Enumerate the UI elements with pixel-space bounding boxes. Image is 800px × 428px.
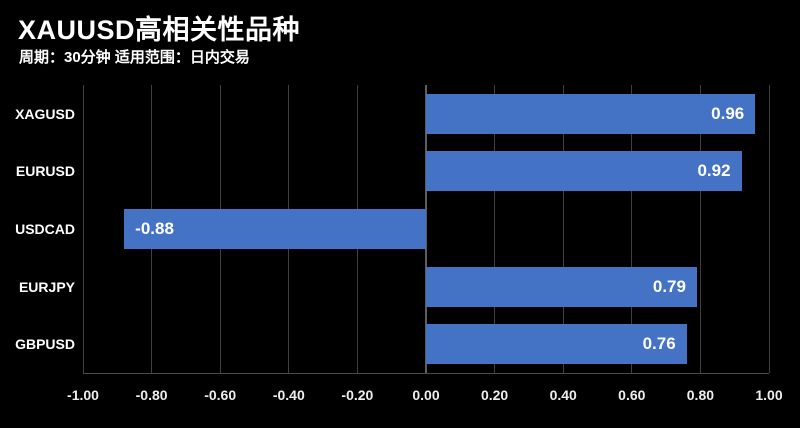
x-tick-label: 0.00 [412,387,440,403]
bar-value-label: 0.96 [711,103,745,123]
category-label-usdcad: USDCAD [15,221,75,237]
x-tick-label: -0.60 [204,387,237,403]
bar-value-label: -0.88 [135,219,174,238]
gridline [82,85,84,373]
plot-area: 0.96 0.92 -0.88 0.79 0.76 [82,85,770,374]
bar-eurusd: 0.92 [426,151,742,192]
gridline [631,85,633,373]
chart-title: XAUUSD高相关性品种 [18,15,301,45]
gridline [562,85,564,373]
gridline [494,85,496,373]
x-axis-line [83,373,769,374]
bar-value-label: 0.76 [642,334,676,354]
zero-axis-line [425,85,427,373]
x-tick-label: 0.60 [618,387,646,403]
category-label-eurusd: EURUSD [15,163,75,180]
category-label-gbpusd: GBPUSD [15,336,75,353]
x-tick-label: -0.20 [341,387,374,403]
chart-subtitle: 周期：30分钟 适用范围：日内交易 [19,49,250,66]
x-tick-label: -0.40 [272,387,305,403]
gridline [768,85,770,373]
x-tick-label: -1.00 [67,387,99,403]
x-tick-label: 0.20 [480,387,509,403]
x-tick-label: 0.40 [549,387,577,403]
bar-eurjpy: 0.79 [426,266,697,307]
category-label-eurjpy: EURJPY [18,278,75,295]
bar-xagusd: 0.96 [426,93,756,134]
x-tick-label: 1.00 [755,387,783,403]
bar-value-label: 0.79 [652,276,686,296]
x-tick-label: 0.80 [686,387,715,403]
x-tick-label: -0.80 [135,387,168,403]
category-label-xagusd: XAGUSD [15,105,75,122]
bar-gbpusd: 0.76 [426,324,687,365]
bar-value-label: 0.92 [697,161,731,181]
bar-usdcad: -0.88 [124,209,426,249]
gridline [699,85,701,373]
